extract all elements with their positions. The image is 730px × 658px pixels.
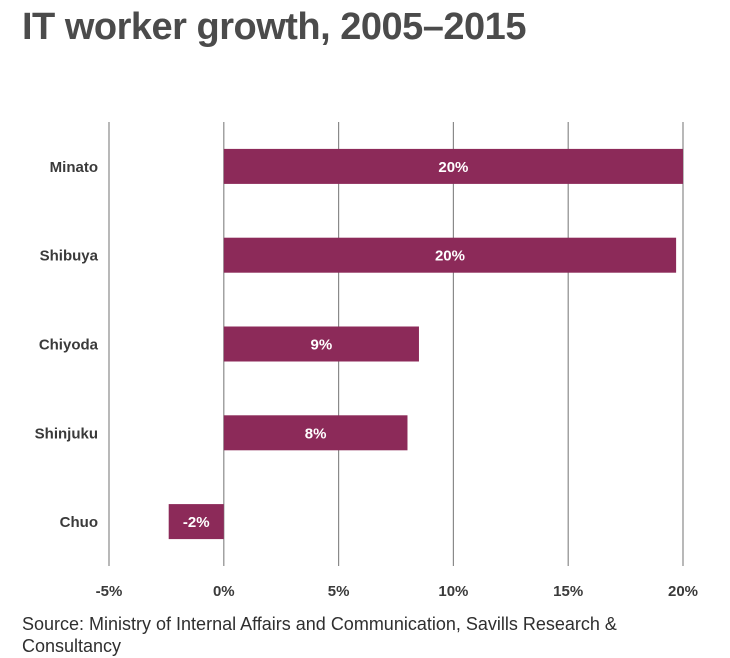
bar-value-label: 8% (305, 425, 327, 442)
x-tick-label: 20% (668, 583, 698, 600)
bar-value-label: 20% (438, 159, 468, 176)
x-axis-tick-labels: -5% 0% 5% 10% 15% 20% (96, 583, 698, 600)
bar-value-label: 9% (311, 337, 333, 354)
x-tick-label: 10% (438, 583, 468, 600)
bar-value-label: 20% (435, 248, 465, 265)
x-tick-label: 15% (553, 583, 583, 600)
category-labels: Minato Shibuya Chiyoda Shinjuku Chuo (35, 159, 99, 531)
x-tick-label: 0% (213, 583, 235, 600)
bar-chart: 20% 20% 9% 8% -2% Minato Shibuya Chiyoda Shinju… (35, 122, 698, 600)
x-tick-label: -5% (96, 583, 123, 600)
source-note: Source: Ministry of Internal Affairs and… (22, 614, 617, 656)
category-label: Shibuya (40, 248, 99, 265)
chart-title: IT worker growth, 2005–2015 (22, 6, 526, 48)
category-label: Shinjuku (35, 425, 98, 442)
bar-minato (223, 148, 684, 184)
bar-value-labels: 20% 20% 9% 8% -2% (183, 159, 469, 531)
bar-shibuya (223, 237, 677, 273)
bar-chuo (168, 504, 224, 540)
bar-shinjuku (223, 415, 408, 451)
bar-value-label: -2% (183, 514, 210, 531)
x-tick-label: 5% (328, 583, 350, 600)
category-label: Chiyoda (39, 337, 99, 354)
bar-chiyoda (223, 326, 419, 362)
category-label: Chuo (60, 514, 98, 531)
bars (168, 148, 684, 540)
category-label: Minato (50, 159, 98, 176)
